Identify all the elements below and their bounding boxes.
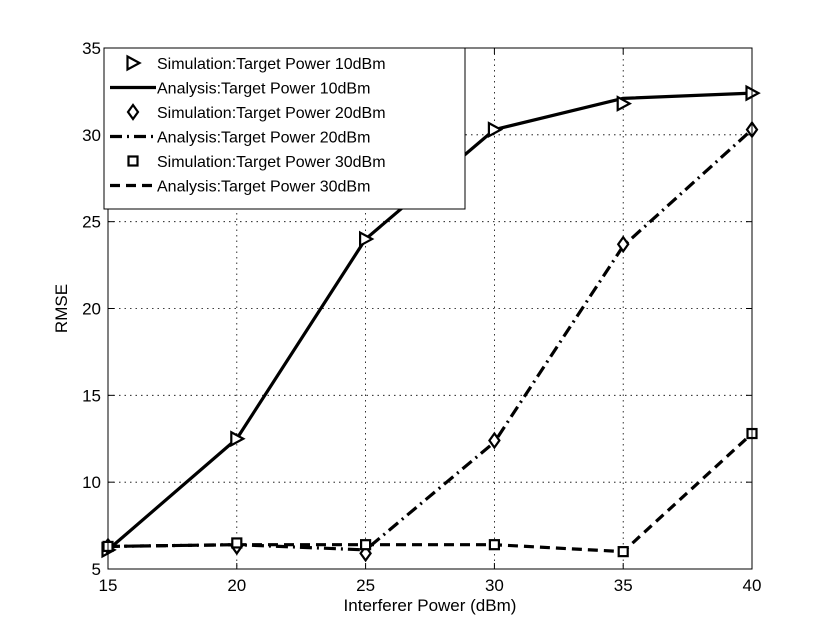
legend-box [103, 47, 466, 210]
data-point-square [617, 546, 629, 558]
x-tick-label: 20 [227, 576, 246, 595]
legend-label: Analysis:Target Power 10dBm [157, 81, 370, 98]
y-tick-label: 5 [92, 560, 101, 579]
x-axis-label: Interferer Power (dBm) [344, 596, 517, 615]
data-point-diamond [488, 431, 501, 450]
data-point-triangle-right [487, 121, 504, 138]
data-point-square [360, 539, 372, 551]
legend-label: Analysis:Target Power 30dBm [157, 179, 370, 196]
data-point-diamond [616, 235, 630, 254]
data-point-triangle-right [359, 230, 375, 248]
series-line-3 [107, 128, 754, 552]
legend-label: Analysis:Target Power 20dBm [157, 130, 370, 147]
axis-ticks: 15 20 25 30 35 40 5 10 15 20 25 30 35 [82, 39, 761, 595]
x-tick-label: 30 [485, 576, 504, 595]
legend-marker-square [127, 155, 139, 167]
y-tick-label: 15 [82, 386, 101, 405]
x-tick-label: 15 [99, 576, 118, 595]
x-tick-label: 25 [356, 576, 375, 595]
data-point-triangle-right [230, 430, 246, 448]
legend-label: Simulation:Target Power 20dBm [157, 105, 386, 122]
data-point-triangle-right [616, 95, 633, 112]
y-tick-label: 25 [82, 213, 101, 232]
legend-marker-diamond [126, 103, 140, 121]
y-axis-label: RMSE [52, 284, 71, 333]
x-tick-label: 40 [743, 576, 762, 595]
x-tick-label: 35 [614, 576, 633, 595]
data-point-square [488, 539, 500, 551]
series-line-5 [107, 432, 754, 554]
data-point-square [231, 537, 243, 549]
series-layer [101, 84, 761, 563]
y-tick-label: 10 [82, 473, 101, 492]
y-tick-label: 35 [82, 39, 101, 58]
legend-label: Simulation:Target Power 10dBm [157, 56, 386, 73]
legend-marker-triangle-right [126, 54, 142, 72]
legend: Simulation:Target Power 10dBm Analysis:Ta… [103, 47, 466, 210]
y-tick-label: 20 [82, 300, 101, 319]
y-tick-label: 30 [82, 126, 101, 145]
legend-label: Simulation:Target Power 30dBm [157, 154, 386, 171]
